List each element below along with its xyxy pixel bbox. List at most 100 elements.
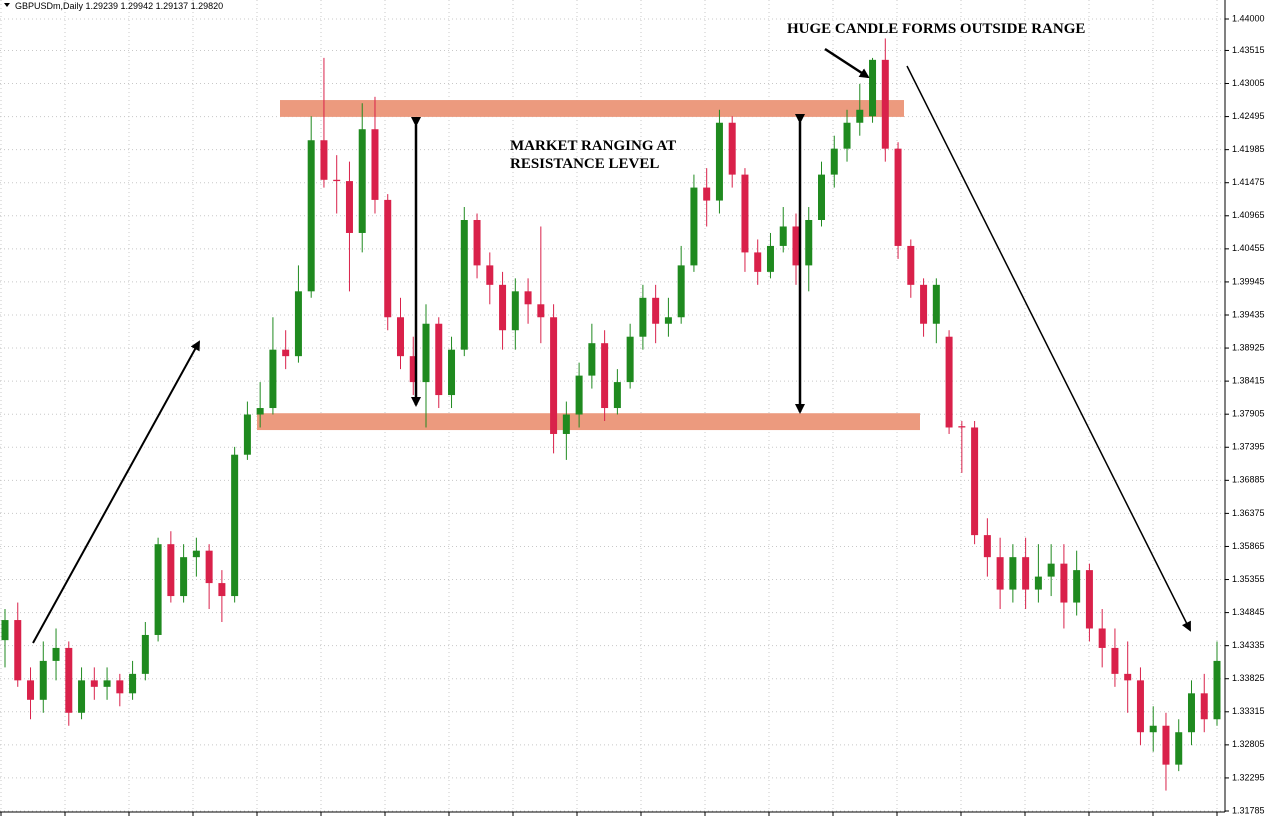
candle-body xyxy=(1149,725,1157,733)
candle-body xyxy=(881,59,889,149)
candle-body xyxy=(39,660,47,700)
candle-body xyxy=(243,414,251,455)
candle-body xyxy=(562,414,570,434)
candle-body xyxy=(294,291,302,357)
candle-body xyxy=(103,680,111,687)
candle-body xyxy=(180,557,188,597)
candle-body xyxy=(90,680,98,687)
candle-body xyxy=(345,181,353,233)
candle-body xyxy=(499,284,507,331)
candle-body xyxy=(843,122,851,149)
candle-body xyxy=(652,297,660,324)
candle-body xyxy=(14,620,22,681)
candle-body xyxy=(1124,673,1132,681)
candle-body xyxy=(1085,570,1093,629)
candle-body xyxy=(766,245,774,272)
candle-body xyxy=(920,284,928,324)
candle-body xyxy=(1213,660,1221,720)
candle-body xyxy=(384,199,392,318)
y-tick-label: 1.44000 xyxy=(1232,13,1265,23)
candle-body xyxy=(371,129,379,200)
chart-header: GBPUSDm,Daily 1.29239 1.29942 1.29137 1.… xyxy=(15,1,223,11)
candle-body xyxy=(830,148,838,175)
candle-body xyxy=(27,680,35,700)
y-tick-label: 1.40965 xyxy=(1232,210,1265,220)
candle-body xyxy=(256,408,264,415)
candle-body xyxy=(524,291,532,305)
y-tick-label: 1.33315 xyxy=(1232,706,1265,716)
candle-body xyxy=(52,647,60,661)
candle-body xyxy=(473,219,481,266)
candle-body xyxy=(1175,732,1183,765)
candle-body xyxy=(971,427,979,536)
candle-body xyxy=(1022,557,1030,590)
candle-body xyxy=(320,140,328,180)
candle-body xyxy=(741,174,749,253)
annotation: RESISTANCE LEVEL xyxy=(510,156,659,172)
candle-body xyxy=(1047,563,1055,577)
candle-body xyxy=(1,620,9,641)
candle-body xyxy=(792,226,800,266)
y-tick-label: 1.31785 xyxy=(1232,805,1265,815)
candle-body xyxy=(601,343,609,409)
candle-body xyxy=(677,265,685,318)
y-tick-label: 1.33825 xyxy=(1232,673,1265,683)
candle-body xyxy=(894,148,902,246)
candle-body xyxy=(550,317,558,434)
candle-body xyxy=(537,304,545,318)
candle-arrow xyxy=(824,47,870,79)
candle-body xyxy=(1111,647,1119,674)
candle-body xyxy=(269,349,277,409)
candle-body xyxy=(907,245,915,285)
y-tick-label: 1.32295 xyxy=(1232,772,1265,782)
candle-body xyxy=(856,109,864,123)
y-tick-label: 1.34845 xyxy=(1232,607,1265,617)
y-tick-label: 1.34335 xyxy=(1232,640,1265,650)
y-tick-label: 1.37905 xyxy=(1232,409,1265,419)
y-tick-label: 1.39945 xyxy=(1232,276,1265,286)
candle-body xyxy=(1009,557,1017,590)
candle-body xyxy=(78,680,86,713)
candle-body xyxy=(703,187,711,201)
y-tick-label: 1.38415 xyxy=(1232,375,1265,385)
menu-triangle[interactable] xyxy=(4,3,10,7)
candle-body xyxy=(818,174,826,220)
candle-body xyxy=(1187,693,1195,733)
arrows xyxy=(32,47,1191,644)
candle-body xyxy=(1162,725,1170,765)
candle-body xyxy=(1034,576,1042,590)
candle-body xyxy=(664,317,672,324)
zones xyxy=(257,100,920,431)
grid xyxy=(0,0,1225,812)
candle-body xyxy=(983,535,991,558)
candle-body xyxy=(869,59,877,117)
y-tick-label: 1.43005 xyxy=(1232,78,1265,88)
annotation: MARKET RANGING AT xyxy=(510,138,676,154)
candle-body xyxy=(511,291,519,331)
candle-body xyxy=(690,187,698,266)
candle-body xyxy=(218,583,226,597)
y-tick-label: 1.40455 xyxy=(1232,243,1265,253)
y-tick-label: 1.36375 xyxy=(1232,508,1265,518)
y-tick-label: 1.35355 xyxy=(1232,574,1265,584)
y-tick-label: 1.41985 xyxy=(1232,144,1265,154)
candle-body xyxy=(754,252,762,272)
candle-body xyxy=(307,140,315,292)
candle-body xyxy=(460,219,468,350)
y-tick-label: 1.39435 xyxy=(1232,309,1265,319)
candle-body xyxy=(129,673,137,694)
candle-body xyxy=(728,122,736,175)
candle-body xyxy=(588,343,596,376)
downtrend-arrow xyxy=(906,65,1191,632)
candle-body xyxy=(205,550,213,584)
candle-body xyxy=(779,226,787,246)
candle-body xyxy=(1060,563,1068,603)
candle-body xyxy=(945,336,953,428)
candle-body xyxy=(805,219,813,266)
y-tick-label: 1.38925 xyxy=(1232,342,1265,352)
candle-body xyxy=(192,550,200,558)
y-tick-label: 1.41475 xyxy=(1232,177,1265,187)
candle-body xyxy=(141,634,149,674)
